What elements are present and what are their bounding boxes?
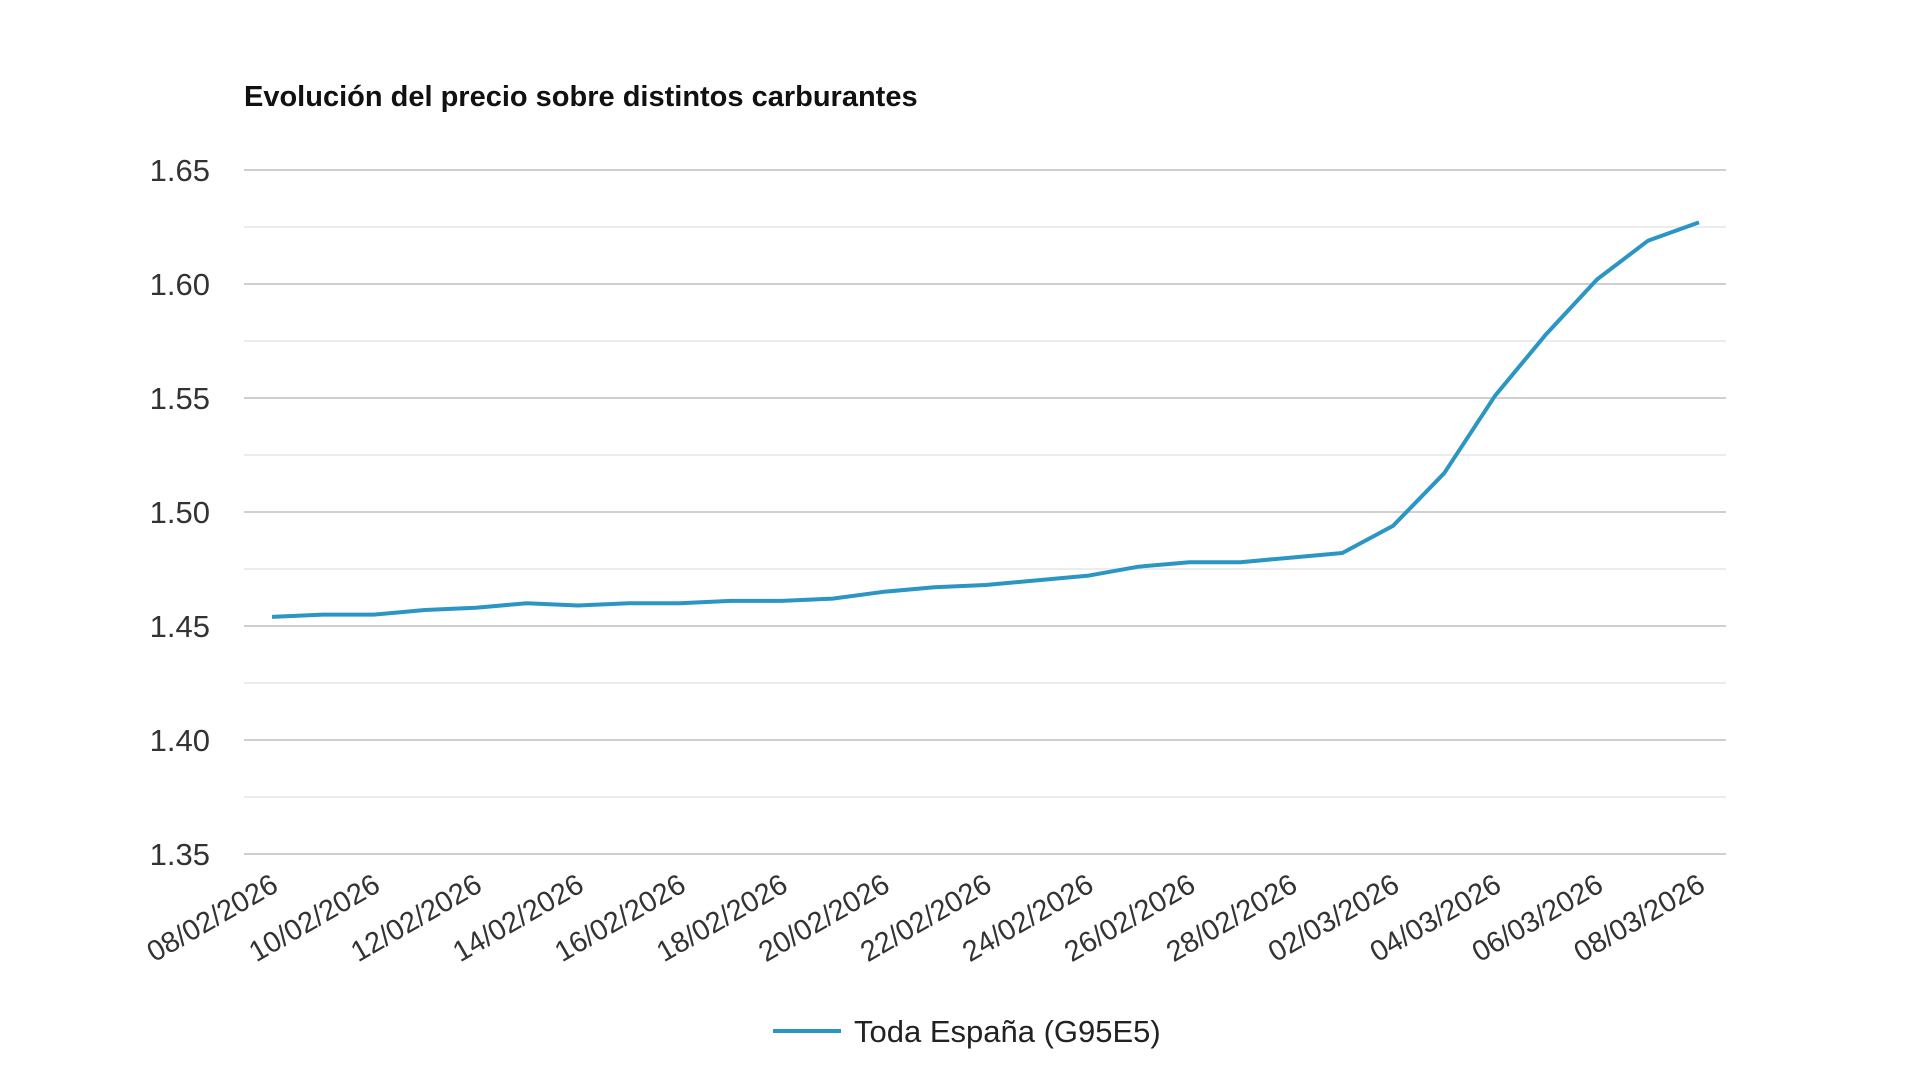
y-tick-label: 1.55 (150, 381, 210, 416)
y-tick-label: 1.45 (150, 609, 210, 644)
chart-title: Evolución del precio sobre distintos car… (244, 81, 918, 113)
y-tick-label: 1.65 (150, 153, 210, 188)
y-tick-label: 1.35 (150, 837, 210, 872)
series-line (271, 220, 1700, 619)
y-tick-label: 1.50 (150, 495, 210, 530)
y-tick-label: 1.60 (150, 267, 210, 302)
y-tick-label: 1.40 (150, 723, 210, 758)
legend: Toda España (G95E5) (773, 1014, 1161, 1049)
legend-label: Toda España (G95E5) (854, 1014, 1161, 1049)
